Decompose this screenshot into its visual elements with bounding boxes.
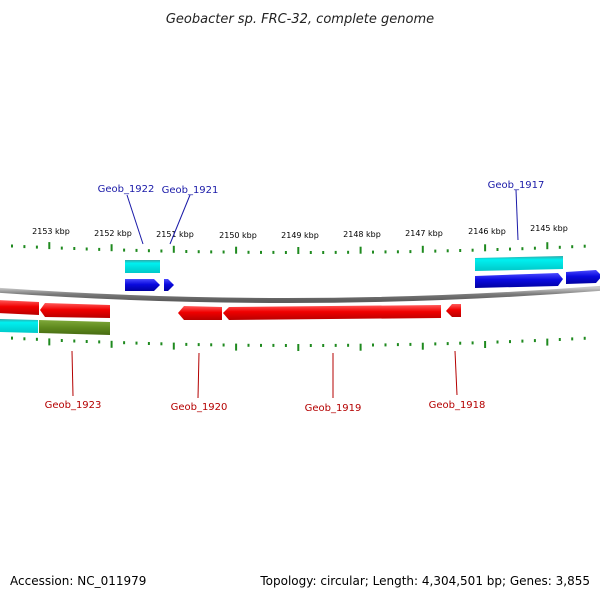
gene-left-edge-rna [0,319,38,333]
reverse-other-track [0,319,110,335]
gene-geob-1922-rna [125,260,160,273]
genome-backbone [0,285,600,304]
gene-label-geob-1920: Geob_1920 [171,402,228,413]
accession-text: Accession: NC_011979 [10,574,147,588]
leader-geob-1923 [71,350,74,397]
ruler-label-2150: 2150 kbp [219,231,257,240]
gene-geob-1917-rna [475,256,563,271]
gene-label-geob-1918: Geob_1918 [429,400,486,411]
map-title: Geobacter sp. FRC-32, complete genome [166,12,434,27]
gene-geob-1923-other [39,320,110,335]
ruler-label-2147: 2147 kbp [405,229,443,238]
leader-geob-1918 [454,350,458,396]
gene-geob-1919-cds [223,305,441,320]
ruler-label-2149: 2149 kbp [281,231,319,240]
ruler-label-2151: 2151 kbp [156,230,194,239]
leader-geob-1922 [126,194,144,245]
outer-tick-ruler [11,242,586,254]
leader-geob-1920 [197,352,200,399]
gene-label-geob-1919: Geob_1919 [305,403,362,414]
leader-geob-1917 [515,189,519,241]
gene-label-geob-1917: Geob_1917 [488,180,545,191]
gene-geob-1922-cds [125,279,160,291]
ruler-label-2152: 2152 kbp [94,229,132,238]
gene-geob-1923-cds [40,303,110,318]
bottom-leaders [71,350,458,399]
forward-cds-track [125,270,600,291]
topology-text: Topology: circular; Length: 4,304,501 bp… [260,574,590,588]
gene-geob-1917-cds [475,273,563,288]
gene-geob-1921-cds [164,279,174,291]
gene-geob-1918-cds [446,304,461,317]
gene-geob-1920-cds [178,306,222,320]
ruler-label-2145: 2145 kbp [530,224,568,233]
top-leaders [126,189,519,245]
forward-rna-track [125,256,563,273]
ruler-label-2148: 2148 kbp [343,230,381,239]
gene-label-geob-1921: Geob_1921 [162,185,219,196]
gene-left-edge-cds [0,300,39,315]
leader-geob-1921 [169,194,191,245]
ruler-labels: 2153 kbp 2152 kbp 2151 kbp 2150 kbp 2149… [32,224,568,240]
gene-right-edge-cds [566,270,600,284]
gene-label-geob-1922: Geob_1922 [98,184,155,195]
inner-tick-ruler [11,336,586,351]
ruler-label-2153: 2153 kbp [32,227,70,236]
reverse-cds-track [0,300,461,320]
gene-label-geob-1923: Geob_1923 [45,400,102,411]
ruler-label-2146: 2146 kbp [468,227,506,236]
